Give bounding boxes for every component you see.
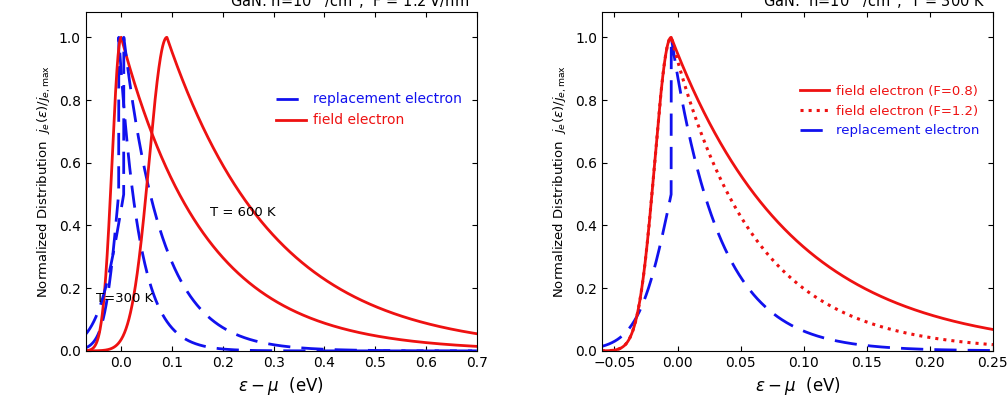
Text: T = 600 K: T = 600 K — [210, 206, 276, 219]
Text: T=300 K: T=300 K — [96, 292, 153, 305]
Text: GaN: n=10$^{19}$/cm$^3$,  F = 1.2 V/nm: GaN: n=10$^{19}$/cm$^3$, F = 1.2 V/nm — [230, 0, 469, 11]
Legend: replacement electron, field electron: replacement electron, field electron — [270, 87, 468, 133]
X-axis label: $\varepsilon-\mu$  (eV): $\varepsilon-\mu$ (eV) — [238, 375, 324, 397]
Text: GaN:  n=10$^{19}$/cm$^3$,  T = 300 K: GaN: n=10$^{19}$/cm$^3$, T = 300 K — [763, 0, 985, 11]
X-axis label: $\varepsilon-\mu$  (eV): $\varepsilon-\mu$ (eV) — [755, 375, 841, 397]
Legend: field electron (F=0.8), field electron (F=1.2), replacement electron: field electron (F=0.8), field electron (… — [794, 80, 985, 142]
Y-axis label: Normalized Distribution  $j_e(\varepsilon)/j_{e,\mathrm{max}}$: Normalized Distribution $j_e(\varepsilon… — [552, 65, 570, 298]
Y-axis label: Normalized Distribution  $j_e(\varepsilon)/j_{e,\mathrm{max}}$: Normalized Distribution $j_e(\varepsilon… — [36, 65, 53, 298]
